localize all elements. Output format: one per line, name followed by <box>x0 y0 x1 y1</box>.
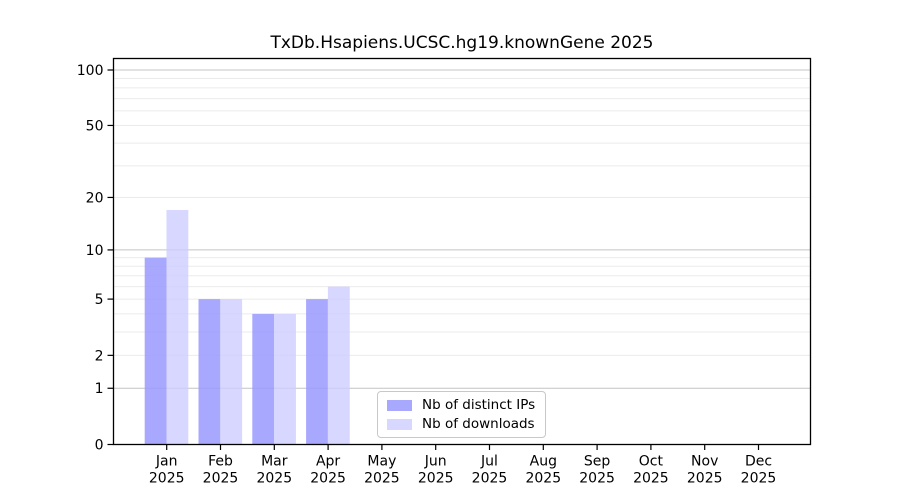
x-tick-label-jan: Jan <box>155 454 178 470</box>
x-tick-year-mar: 2025 <box>256 471 292 487</box>
x-tick-label-mar: Mar <box>261 454 288 470</box>
legend-label-distinct-ips: Nb of distinct IPs <box>422 397 536 413</box>
x-tick-label-feb: Feb <box>208 454 233 470</box>
legend-item-distinct-ips: Nb of distinct IPs <box>387 397 535 413</box>
x-tick-year-feb: 2025 <box>203 471 239 487</box>
bar-nb-of-downloads-jan <box>166 209 189 445</box>
x-tick-year-aug: 2025 <box>525 471 561 487</box>
legend-swatch-downloads <box>387 418 412 430</box>
bar-nb-of-downloads-apr <box>327 286 350 445</box>
legend: Nb of distinct IPs Nb of downloads <box>377 391 547 438</box>
x-tick-year-jun: 2025 <box>418 471 454 487</box>
x-tick-label-aug: Aug <box>530 454 557 470</box>
chart-title: TxDb.Hsapiens.UCSC.hg19.knownGene 2025 <box>270 33 654 53</box>
x-tick-year-may: 2025 <box>364 471 400 487</box>
legend-item-downloads: Nb of downloads <box>387 416 535 432</box>
x-tick-year-jan: 2025 <box>149 471 185 487</box>
y-tick-label-0: 0 <box>95 437 104 453</box>
y-tick-label-100: 100 <box>77 63 104 79</box>
y-tick-label-5: 5 <box>95 292 104 308</box>
y-tick-label-20: 20 <box>86 190 104 206</box>
bar-nb-of-downloads-feb <box>220 299 243 445</box>
x-tick-label-jun: Jun <box>424 454 447 470</box>
x-tick-year-oct: 2025 <box>633 471 669 487</box>
x-tick-year-dec: 2025 <box>741 471 777 487</box>
bar-nb-of-distinct-ips-mar <box>252 313 275 445</box>
x-tick-label-apr: Apr <box>316 454 340 470</box>
x-tick-label-jul: Jul <box>480 454 498 470</box>
y-tick-label-2: 2 <box>95 348 104 364</box>
x-tick-label-sep: Sep <box>584 454 611 470</box>
x-tick-label-dec: Dec <box>745 454 772 470</box>
bar-nb-of-downloads-mar <box>274 313 296 445</box>
legend-label-downloads: Nb of downloads <box>422 416 535 432</box>
plot-border <box>112 57 812 446</box>
x-tick-year-jul: 2025 <box>472 471 508 487</box>
x-tick-year-apr: 2025 <box>310 471 346 487</box>
x-tick-year-sep: 2025 <box>579 471 615 487</box>
bar-nb-of-distinct-ips-feb <box>198 299 221 445</box>
bar-nb-of-distinct-ips-jan <box>144 257 167 445</box>
x-tick-label-may: May <box>367 454 396 470</box>
y-tick-label-1: 1 <box>95 381 104 397</box>
legend-swatch-distinct-ips <box>387 399 412 411</box>
x-tick-year-nov: 2025 <box>687 471 723 487</box>
y-tick-label-10: 10 <box>86 243 104 259</box>
bar-nb-of-distinct-ips-apr <box>306 299 328 445</box>
x-tick-label-oct: Oct <box>639 454 664 470</box>
x-tick-label-nov: Nov <box>691 454 718 470</box>
y-tick-label-50: 50 <box>86 118 104 134</box>
